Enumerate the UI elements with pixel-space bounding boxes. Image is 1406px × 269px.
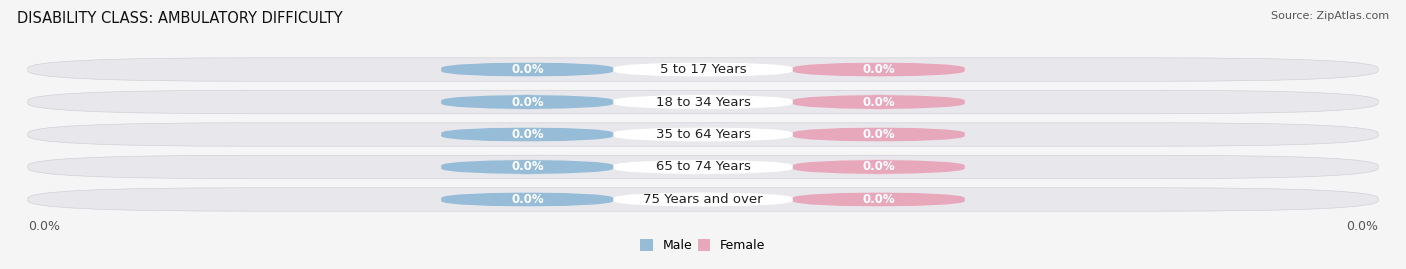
- FancyBboxPatch shape: [613, 95, 793, 109]
- FancyBboxPatch shape: [441, 192, 613, 207]
- Text: DISABILITY CLASS: AMBULATORY DIFFICULTY: DISABILITY CLASS: AMBULATORY DIFFICULTY: [17, 11, 343, 26]
- FancyBboxPatch shape: [793, 160, 965, 174]
- FancyBboxPatch shape: [441, 62, 613, 77]
- Text: 18 to 34 Years: 18 to 34 Years: [655, 95, 751, 108]
- Text: 5 to 17 Years: 5 to 17 Years: [659, 63, 747, 76]
- Text: 65 to 74 Years: 65 to 74 Years: [655, 161, 751, 174]
- FancyBboxPatch shape: [441, 160, 613, 174]
- Text: 0.0%: 0.0%: [862, 161, 896, 174]
- FancyBboxPatch shape: [28, 188, 1378, 211]
- FancyBboxPatch shape: [793, 95, 965, 109]
- FancyBboxPatch shape: [793, 192, 965, 207]
- Text: 0.0%: 0.0%: [510, 95, 544, 108]
- Text: 0.0%: 0.0%: [28, 220, 60, 233]
- Legend: Male, Female: Male, Female: [641, 239, 765, 252]
- FancyBboxPatch shape: [613, 192, 793, 207]
- Text: Source: ZipAtlas.com: Source: ZipAtlas.com: [1271, 11, 1389, 21]
- FancyBboxPatch shape: [441, 127, 613, 142]
- Text: 0.0%: 0.0%: [862, 63, 896, 76]
- FancyBboxPatch shape: [28, 123, 1378, 146]
- FancyBboxPatch shape: [793, 127, 965, 142]
- Text: 0.0%: 0.0%: [862, 193, 896, 206]
- FancyBboxPatch shape: [28, 155, 1378, 179]
- FancyBboxPatch shape: [28, 90, 1378, 114]
- Text: 0.0%: 0.0%: [510, 63, 544, 76]
- FancyBboxPatch shape: [793, 62, 965, 77]
- FancyBboxPatch shape: [613, 62, 793, 77]
- Text: 0.0%: 0.0%: [510, 193, 544, 206]
- Text: 0.0%: 0.0%: [862, 128, 896, 141]
- FancyBboxPatch shape: [613, 127, 793, 142]
- Text: 0.0%: 0.0%: [862, 95, 896, 108]
- Text: 35 to 64 Years: 35 to 64 Years: [655, 128, 751, 141]
- Text: 0.0%: 0.0%: [1346, 220, 1378, 233]
- Text: 0.0%: 0.0%: [510, 128, 544, 141]
- FancyBboxPatch shape: [613, 160, 793, 174]
- Text: 0.0%: 0.0%: [510, 161, 544, 174]
- FancyBboxPatch shape: [441, 95, 613, 109]
- Text: 75 Years and over: 75 Years and over: [643, 193, 763, 206]
- FancyBboxPatch shape: [28, 58, 1378, 81]
